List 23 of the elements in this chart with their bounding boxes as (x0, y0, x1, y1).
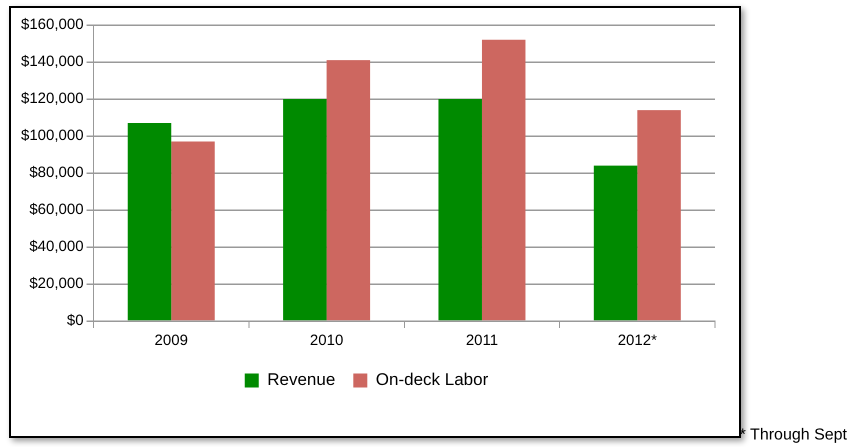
bar (482, 40, 526, 320)
x-tick-label: 2010 (310, 332, 344, 350)
x-tick-label: 2011 (466, 332, 498, 350)
y-tick-label: $20,000 (29, 275, 84, 292)
y-tick-label: $120,000 (20, 90, 84, 108)
y-tick-label: $80,000 (29, 164, 84, 182)
bar (283, 99, 327, 320)
y-tick-label: $60,000 (29, 201, 84, 218)
bar (594, 166, 638, 320)
bar (128, 123, 172, 320)
bar (326, 60, 370, 320)
y-tick-label: $100,000 (20, 127, 84, 144)
bar (438, 99, 482, 320)
bar (171, 142, 215, 320)
y-tick-label: $0 (66, 312, 84, 330)
bar (637, 110, 681, 320)
y-tick-label: $140,000 (20, 53, 84, 70)
x-tick-label: 2009 (154, 332, 188, 350)
legend-label: Revenue (267, 370, 336, 390)
x-tick-label: 2012* (618, 332, 658, 350)
legend-label: On-deck Labor (376, 370, 489, 390)
y-tick-label: $160,000 (20, 16, 84, 34)
y-tick-label: $40,000 (29, 238, 84, 256)
